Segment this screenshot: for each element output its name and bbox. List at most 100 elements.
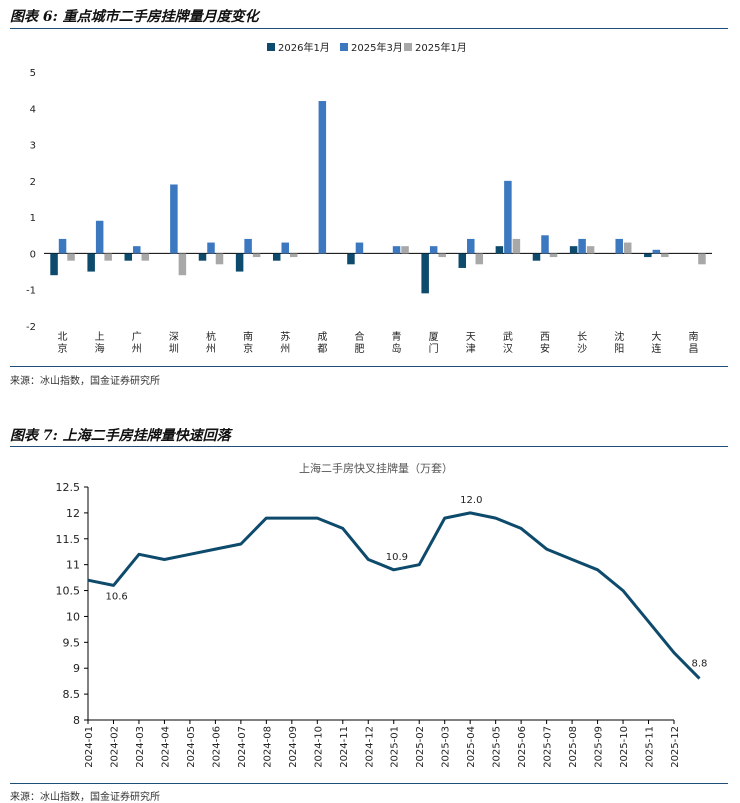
y-tick-label: -2 [26,322,36,333]
category-label-char: 州 [280,343,290,355]
figure7-title: 图表 7: 上海二手房挂牌量快速回落 [10,428,231,444]
category-label-char: 安 [540,342,550,355]
bar-s2026_01 [272,253,281,261]
x-tick-label: 2024-03 [135,726,146,768]
figure6-title: 图表 6: 重点城市二手房挂牌量月度变化 [10,9,259,25]
bar-s2025_01 [438,253,446,258]
bar-s2026_01 [532,253,541,261]
category-label-char: 青 [392,330,402,343]
data-label: 8.8 [691,659,707,670]
bar-s2025_01 [586,246,595,254]
y-tick-label: 9 [73,662,80,675]
y-tick-label: 5 [30,68,36,79]
y-tick-label: -1 [26,286,36,297]
category-label-char: 武 [503,330,513,343]
bar-s2025_01 [549,253,558,258]
bar-s2026_01 [87,253,95,272]
y-tick-label: 10.5 [56,585,81,598]
y-tick-label: 10 [66,610,80,623]
x-tick-label: 2024-11 [339,726,350,768]
x-tick-label: 2024-04 [160,726,171,768]
x-tick-label: 2024-02 [109,726,120,768]
legend-label-2: 2025年1月 [415,41,467,54]
bar-s2025_03 [244,238,252,254]
category-label-char: 苏 [280,330,290,343]
bar-s2025_03 [133,246,141,254]
legend-label-0: 2026年1月 [278,41,330,54]
y-tick-label: 0 [30,249,36,260]
x-tick-label: 2024-01 [84,726,95,768]
y-tick-label: 8 [73,714,80,727]
category-label-char: 汉 [503,343,513,355]
x-tick-label: 2025-11 [645,726,656,768]
legend-swatch-2 [404,43,412,51]
x-tick-label: 2024-09 [288,726,299,768]
x-tick-label: 2024-08 [262,726,273,768]
bar-s2025_03 [355,242,364,254]
x-tick-label: 2024-06 [211,726,222,768]
figure6-source: 来源：冰山指数，国金证券研究所 [10,376,160,387]
y-tick-label: 11.5 [56,533,81,546]
x-tick-label: 2025-05 [492,726,503,768]
y-tick-label: 9.5 [63,636,81,649]
x-tick-label: 2025-06 [517,726,528,768]
figure6-top-rule [10,28,728,29]
x-tick-label: 2025-10 [619,726,630,768]
data-label: 10.6 [105,591,127,602]
bar-s2025_01 [252,253,261,258]
category-label-char: 海 [95,342,105,355]
bar-s2025_03 [541,235,549,254]
x-tick-label: 2024-07 [237,726,248,768]
category-label-char: 沙 [577,343,587,355]
bar-s2025_03 [652,249,661,254]
category-label-char: 南 [688,330,698,343]
bar-s2025_01 [698,253,706,265]
category-label-char: 广 [132,331,142,343]
bar-s2025_01 [215,253,224,265]
category-label-char: 州 [132,343,142,355]
bar-s2025_01 [67,253,75,261]
bar-s2025_01 [141,253,150,261]
bar-s2026_01 [421,253,429,294]
x-tick-label: 2024-10 [313,726,324,768]
bar-s2026_01 [347,253,355,265]
category-label-char: 门 [429,342,439,355]
category-label-char: 都 [317,343,327,355]
x-tick-label: 2025-08 [568,726,579,768]
bar-s2025_01 [661,253,669,258]
bar-s2025_03 [467,238,475,254]
bar-s2025_03 [281,242,289,254]
bar-s2026_01 [50,253,58,276]
bar-s2025_03 [95,220,104,254]
y-tick-label: 1 [30,213,36,224]
category-label-char: 上 [95,331,105,343]
y-tick-label: 11 [66,559,80,572]
data-label: 12.0 [460,495,482,506]
bar-s2026_01 [495,246,504,254]
x-tick-label: 2025-02 [415,726,426,768]
category-label-char: 深 [169,331,179,343]
bar-s2026_01 [644,253,652,258]
x-tick-label: 2025-09 [594,726,605,768]
bar-chart: 2026年1月 2025年3月 2025年1月 -2 -1 0 1 2 3 4 5 北京 上海 广州 深圳 杭… [26,41,712,355]
bar-s2025_03 [170,184,178,254]
figure7-source: 来源：冰山指数，国金证券研究所 [10,792,160,803]
category-label-char: 阳 [614,343,624,355]
category-label-char: 杭 [206,330,216,343]
y-tick-label: 2 [30,177,36,188]
category-label-char: 京 [243,342,253,355]
category-label-char: 津 [466,343,476,355]
category-label-char: 肥 [354,343,364,355]
line-chart-title: 上海二手房快叉挂牌量（万套） [299,461,453,475]
category-label-char: 西 [540,332,550,343]
x-tick-label: 2025-01 [390,726,401,768]
figure7-top-rule [10,446,728,447]
category-label-char: 厦 [429,331,439,343]
bar-s2025_03 [504,180,512,254]
x-tick-label: 2025-07 [543,726,554,768]
category-label-char: 州 [206,343,216,355]
bar-s2025_01 [475,253,484,265]
bar-s2025_03 [392,246,401,254]
category-label-char: 京 [58,342,68,355]
series-line [87,511,701,680]
